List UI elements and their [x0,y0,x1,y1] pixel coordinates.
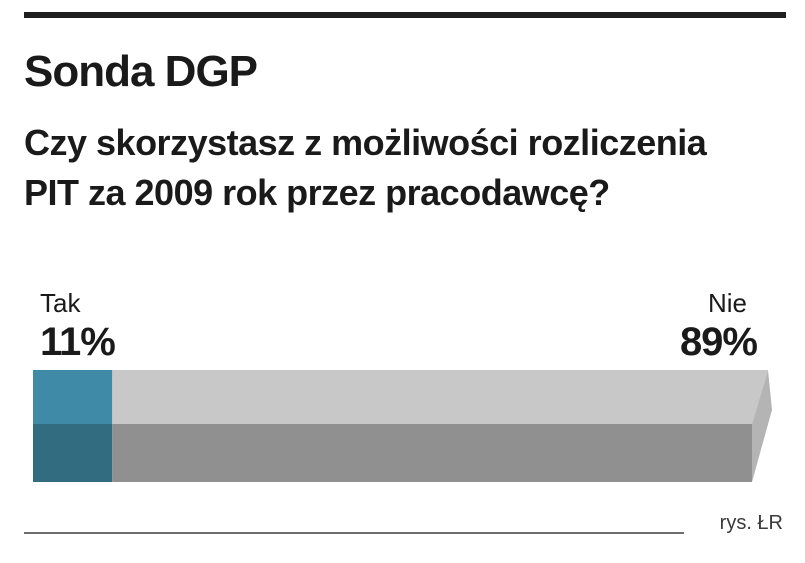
bar-group [33,370,772,482]
top-rule [24,12,786,18]
tak-label: Tak [40,288,81,318]
chart-question: Czy skorzystasz z możliwości rozliczenia… [24,122,707,213]
bar-segment-top-tak [33,370,129,424]
bar-segment-front-nie [112,424,753,482]
bottom-rule [24,532,684,534]
bar-segment-front-tak [33,424,113,482]
tak-value: 11% [40,320,116,364]
credit-text: rys. ŁR [719,512,783,534]
bar-end-cap [752,370,772,482]
chart-title: Sonda DGP [24,47,258,96]
nie-value: 89% [679,320,758,364]
bar-segment-top-nie [112,370,769,424]
nie-label: Nie [707,288,747,318]
